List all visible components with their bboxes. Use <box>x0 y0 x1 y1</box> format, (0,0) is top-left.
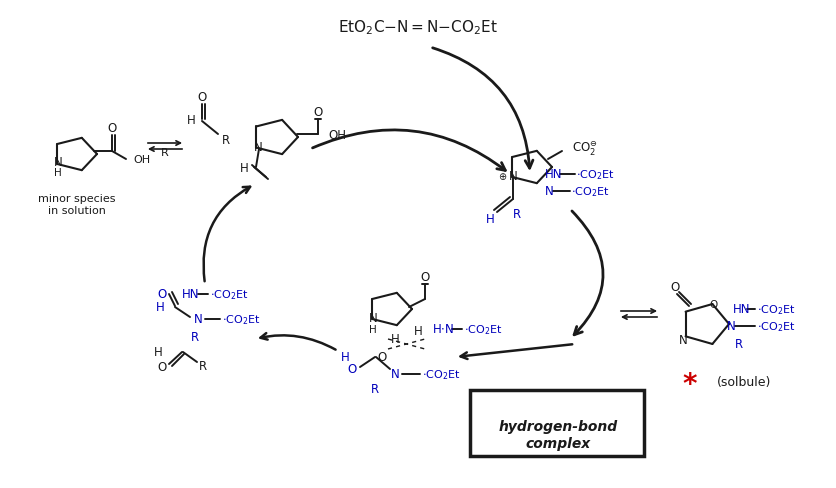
Text: N: N <box>253 141 263 154</box>
Text: $\cdot$CO$_2$Et: $\cdot$CO$_2$Et <box>757 303 796 316</box>
Text: $\cdot$CO$_2$Et: $\cdot$CO$_2$Et <box>576 168 614 182</box>
Text: OH: OH <box>328 129 346 142</box>
Text: H$\cdot$N: H$\cdot$N <box>432 323 454 336</box>
Text: N: N <box>679 334 687 347</box>
Text: (solbule): (solbule) <box>717 376 772 389</box>
Text: O: O <box>348 363 357 376</box>
Text: OH: OH <box>133 155 150 164</box>
Text: O: O <box>709 299 717 309</box>
Text: R: R <box>222 134 230 147</box>
Text: O: O <box>421 271 430 284</box>
Text: minor species
in solution: minor species in solution <box>38 194 115 215</box>
Text: $\cdot$CO$_2$Et: $\cdot$CO$_2$Et <box>757 320 796 333</box>
Text: H: H <box>240 162 248 175</box>
Text: N: N <box>727 320 736 333</box>
Text: HN: HN <box>545 168 563 181</box>
Text: N: N <box>54 156 63 169</box>
Text: N: N <box>369 312 377 325</box>
Text: HN: HN <box>182 288 200 301</box>
Text: EtO$_2$C$-$N$=$N$-$CO$_2$Et: EtO$_2$C$-$N$=$N$-$CO$_2$Et <box>338 19 498 37</box>
Text: H: H <box>186 114 196 127</box>
Text: O: O <box>157 288 166 301</box>
Text: O: O <box>377 351 386 364</box>
Text: hydrogen-bond: hydrogen-bond <box>498 419 618 433</box>
Text: O: O <box>157 361 166 374</box>
Text: O: O <box>107 122 117 135</box>
Text: R: R <box>735 338 743 351</box>
Text: $\cdot$CO$_2$Et: $\cdot$CO$_2$Et <box>222 312 261 326</box>
Text: N: N <box>194 313 202 326</box>
Text: O: O <box>314 106 323 119</box>
Text: R: R <box>199 360 207 373</box>
Text: H: H <box>340 351 349 364</box>
Text: N: N <box>508 170 517 183</box>
Text: $\cdot$CO$_2$Et: $\cdot$CO$_2$Et <box>571 185 609 199</box>
Text: O: O <box>670 281 680 294</box>
Text: complex: complex <box>525 436 590 450</box>
Text: H: H <box>54 168 62 178</box>
Text: H: H <box>370 325 377 334</box>
Text: $\cdot$CO$_2$Et: $\cdot$CO$_2$Et <box>210 287 248 301</box>
Text: O: O <box>197 91 206 104</box>
Text: N: N <box>545 185 553 198</box>
Text: R: R <box>371 383 379 396</box>
Text: H: H <box>486 213 494 226</box>
Text: *: * <box>683 370 697 398</box>
Text: $\cdot$CO$_2$Et: $\cdot$CO$_2$Et <box>464 323 502 336</box>
Text: H: H <box>390 333 400 346</box>
Text: H: H <box>154 346 162 359</box>
Text: N: N <box>390 368 400 381</box>
FancyBboxPatch shape <box>470 390 644 456</box>
Text: H: H <box>155 301 165 314</box>
Text: HN: HN <box>733 303 751 316</box>
Text: $\cdot$CO$_2$Et: $\cdot$CO$_2$Et <box>422 367 461 381</box>
Text: R: R <box>191 331 199 344</box>
Text: R: R <box>513 208 521 221</box>
Text: H: H <box>414 325 422 338</box>
Text: ⊕: ⊕ <box>498 172 506 182</box>
Text: CO$_2^{⊖}$: CO$_2^{⊖}$ <box>572 139 598 157</box>
Text: R: R <box>161 148 169 158</box>
